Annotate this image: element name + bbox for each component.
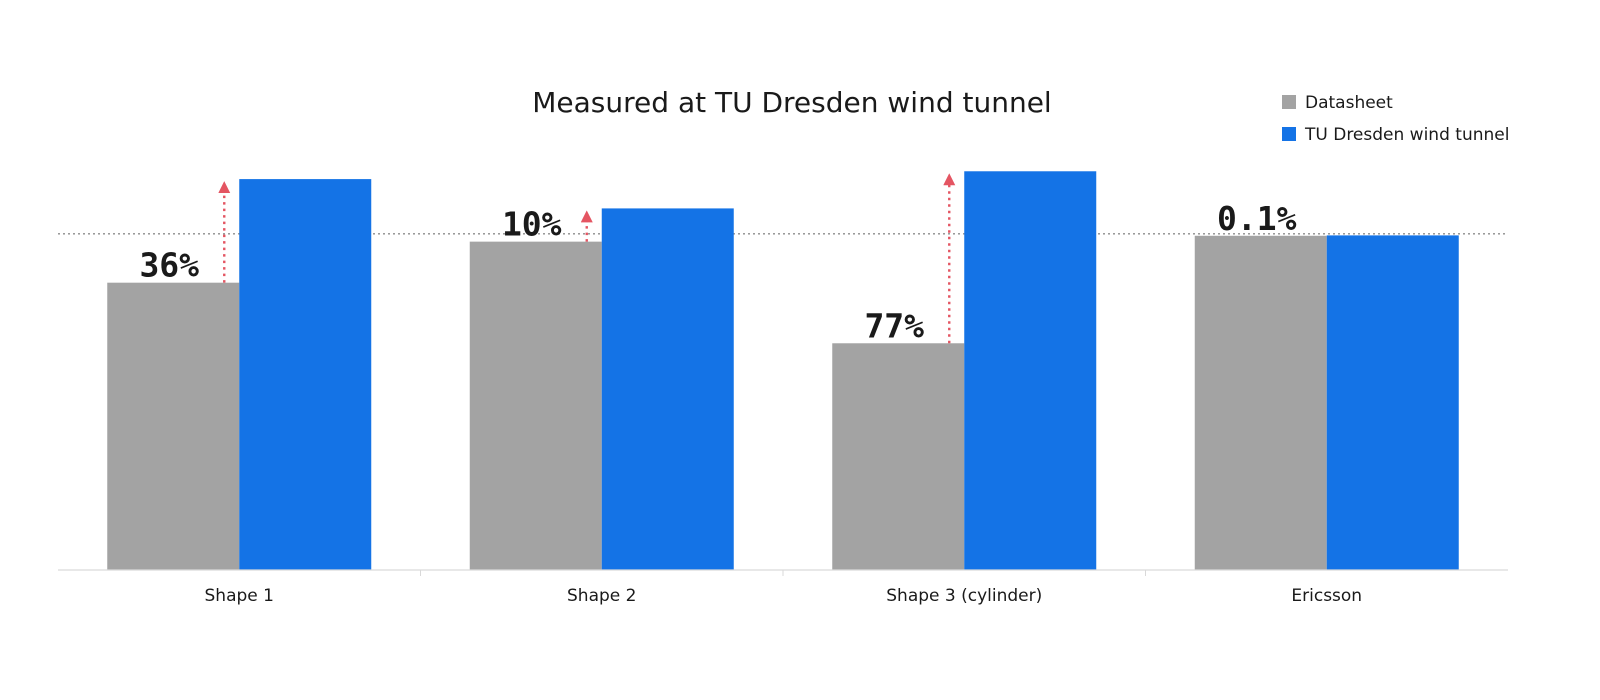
increase-label-shape-1: 36% [139, 246, 199, 285]
bar-datasheet-ericsson [1194, 235, 1327, 571]
bar-datasheet-shape-2 [469, 241, 602, 571]
legend-swatch-datasheet [1282, 95, 1296, 109]
x-tick-label-shape-3-cylinder: Shape 3 (cylinder) [886, 586, 1042, 606]
x-tick-label-shape-1: Shape 1 [205, 586, 274, 606]
chart-title: Measured at TU Dresden wind tunnel [532, 86, 1051, 119]
increase-label-shape-3-cylinder: 77% [864, 306, 924, 345]
bar-tu-dresden-shape-2 [601, 208, 734, 570]
legend: Datasheet TU Dresden wind tunnel [1282, 93, 1509, 145]
increase-label-ericsson: 0.1% [1217, 199, 1297, 238]
bar-datasheet-shape-1 [107, 282, 240, 570]
bar-tu-dresden-ericsson [1326, 235, 1459, 570]
bar-datasheet-shape-3-cylinder [832, 343, 965, 570]
bar-tu-dresden-shape-3-cylinder [964, 171, 1097, 571]
x-tick-label-ericsson: Ericsson [1291, 586, 1362, 606]
plot-area: 36% Shape 1 10% Shape 2 77% Shape 3 (cylinder… [58, 171, 1508, 606]
x-tick-label-shape-2: Shape 2 [567, 586, 636, 606]
increase-label-shape-2: 10% [502, 205, 562, 244]
bar-tu-dresden-shape-1 [239, 179, 372, 570]
legend-swatch-tu-dresden [1282, 127, 1296, 141]
legend-label-tu-dresden: TU Dresden wind tunnel [1304, 125, 1509, 145]
legend-label-datasheet: Datasheet [1305, 93, 1393, 113]
